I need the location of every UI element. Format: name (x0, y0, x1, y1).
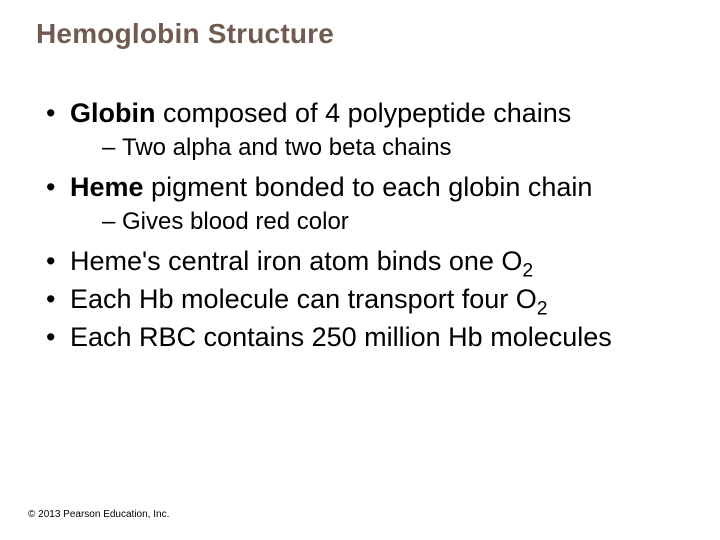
bullet-1-bold: Globin (70, 98, 155, 128)
bullet-1-sublist: Two alpha and two beta chains (70, 134, 684, 162)
bullet-2-rest: pigment bonded to each globin chain (144, 172, 593, 202)
bullet-2: Heme pigment bonded to each globin chain… (42, 172, 684, 236)
bullet-3-text: Heme's central iron atom binds one O (70, 246, 522, 276)
bullet-1: Globin composed of 4 polypeptide chains … (42, 98, 684, 162)
bullet-4-subscript: 2 (537, 298, 548, 320)
bullet-2-sub-1: Gives blood red color (102, 208, 684, 236)
bullet-1-sub-1: Two alpha and two beta chains (102, 134, 684, 162)
slide-body: Globin composed of 4 polypeptide chains … (36, 98, 684, 354)
bullet-3-subscript: 2 (522, 260, 533, 282)
bullet-4: Each Hb molecule can transport four O2 (42, 284, 684, 316)
bullet-4-text: Each Hb molecule can transport four O (70, 284, 537, 314)
bullet-5: Each RBC contains 250 million Hb molecul… (42, 322, 684, 354)
bullet-1-rest: composed of 4 polypeptide chains (155, 98, 571, 128)
bullet-2-bold: Heme (70, 172, 144, 202)
bullet-2-sublist: Gives blood red color (70, 208, 684, 236)
bullet-3: Heme's central iron atom binds one O2 (42, 246, 684, 278)
slide-title: Hemoglobin Structure (36, 18, 684, 50)
copyright-notice: © 2013 Pearson Education, Inc. (28, 509, 169, 520)
bullet-list: Globin composed of 4 polypeptide chains … (42, 98, 684, 354)
slide: Hemoglobin Structure Globin composed of … (0, 0, 720, 540)
